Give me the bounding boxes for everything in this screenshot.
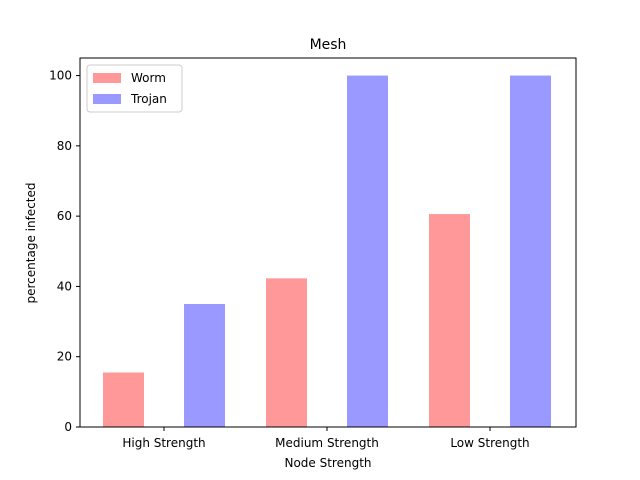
legend-swatch-trojan <box>93 94 121 104</box>
legend-label-worm: Worm <box>131 71 166 85</box>
plot-area: 0 20 40 60 80 100 High Strength Medium Strength… <box>49 57 577 450</box>
x-tick-label: High Strength <box>122 436 205 450</box>
legend: Worm Trojan <box>86 64 183 113</box>
legend-swatch-worm <box>93 73 121 83</box>
x-tick-label: Medium Strength <box>275 436 379 450</box>
chart-title: Mesh <box>310 37 347 53</box>
y-tick-label: 60 <box>57 209 72 223</box>
bar-trojan-1 <box>347 75 388 428</box>
bar-worm-2 <box>429 214 470 427</box>
bar-worm-1 <box>266 278 307 427</box>
y-tick-label: 80 <box>57 139 72 153</box>
plot-frame <box>79 57 577 428</box>
bar-trojan-0 <box>184 304 225 427</box>
x-tick-label: Low Strength <box>450 436 529 450</box>
y-tick-label: 20 <box>57 350 72 364</box>
x-axis-label: Node Strength <box>284 456 371 470</box>
y-tick-label: 40 <box>57 279 72 293</box>
y-axis-label: percentage infected <box>24 183 38 304</box>
y-tick-label: 100 <box>49 69 72 83</box>
legend-label-trojan: Trojan <box>130 92 167 106</box>
bar-trojan-2 <box>510 75 551 428</box>
bar-worm-0 <box>103 372 144 427</box>
y-tick-label: 0 <box>64 420 72 434</box>
